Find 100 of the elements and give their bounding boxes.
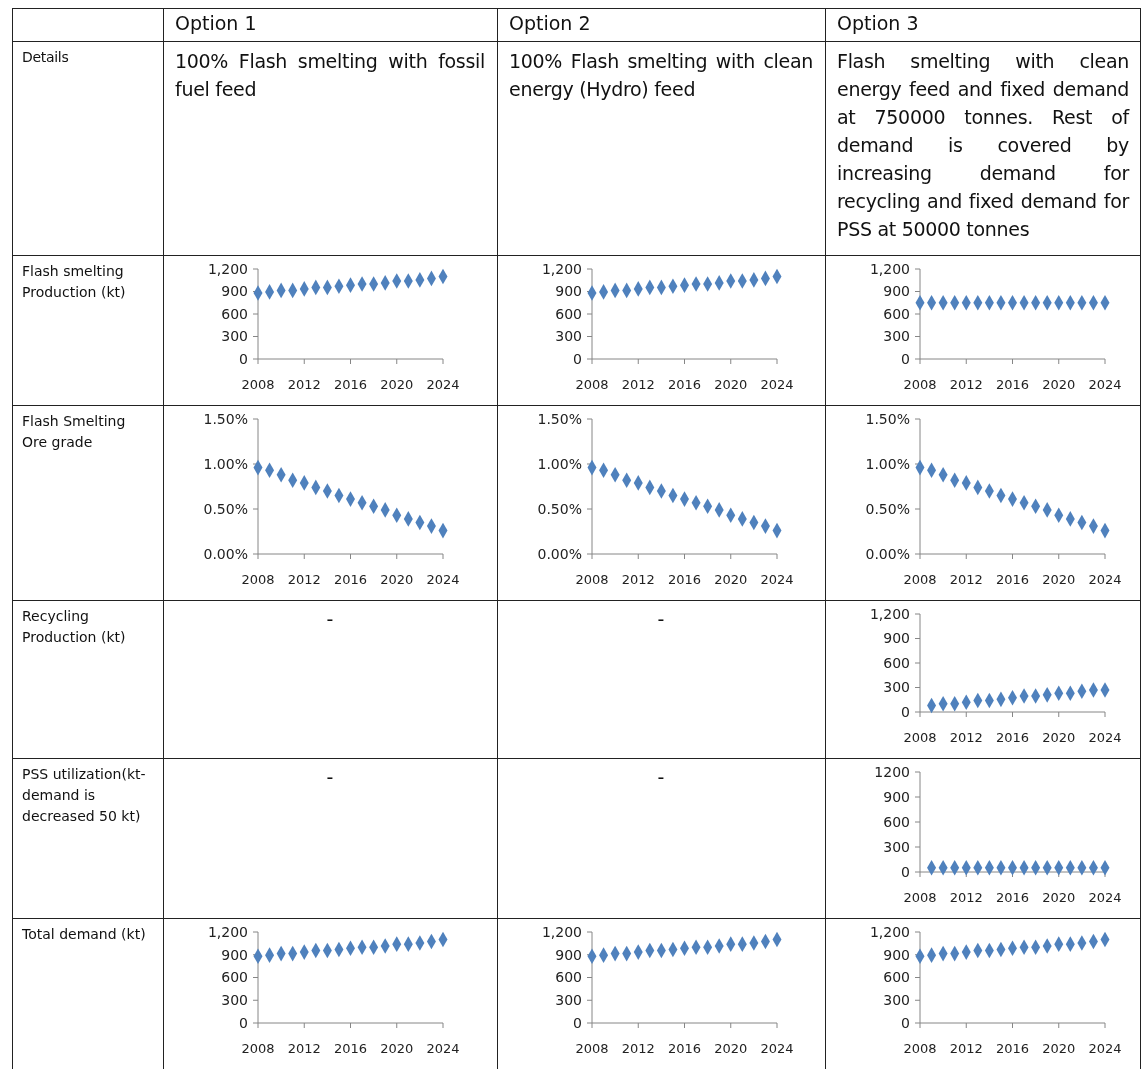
y-tick-label: 1,200 <box>869 923 910 940</box>
y-tick-label: 600 <box>221 969 248 986</box>
x-tick-label: 2008 <box>903 377 937 392</box>
y-tick-label: 300 <box>555 328 582 345</box>
x-tick-label: 2016 <box>995 730 1030 745</box>
y-tick-label: 600 <box>555 969 582 986</box>
text: 100% Flash smelting with fossil fuel feed <box>174 49 486 102</box>
x-tick-label: 2012 <box>949 572 983 587</box>
y-tick-label: 900 <box>883 283 910 300</box>
y-tick-label: 600 <box>555 305 582 322</box>
y-tick-label: 0 <box>901 350 910 367</box>
x-tick-label: 2016 <box>995 1041 1030 1056</box>
x-tick-label: 2016 <box>333 572 368 587</box>
y-tick-label: 1.50% <box>865 410 910 427</box>
x-tick-label: 2024 <box>426 377 460 392</box>
x-tick-label: 2020 <box>1042 730 1076 745</box>
y-tick-label: 300 <box>221 328 248 345</box>
x-tick-label: 2016 <box>995 377 1030 392</box>
x-tick-label: 2020 <box>1042 572 1076 587</box>
x-tick-label: 2020 <box>714 377 748 392</box>
x-tick-label: 2020 <box>714 1041 748 1056</box>
text: Flash Smelting Ore grade <box>21 412 127 452</box>
x-tick-label: 2020 <box>380 377 414 392</box>
x-tick-label: 2008 <box>241 377 275 392</box>
x-tick-label: 2012 <box>287 377 321 392</box>
x-tick-label: 2012 <box>949 890 983 905</box>
y-tick-label: 1.50% <box>203 410 248 427</box>
x-tick-label: 2020 <box>1042 1041 1076 1056</box>
y-tick-label: 600 <box>221 305 248 322</box>
x-tick-label: 2008 <box>575 377 609 392</box>
y-tick-label: 900 <box>883 788 910 805</box>
y-tick-label: 1.50% <box>537 410 582 427</box>
y-tick-label: 1.00% <box>537 455 582 472</box>
x-tick-label: 2024 <box>1088 1041 1122 1056</box>
y-tick-label: 0.00% <box>537 545 582 562</box>
text: - <box>656 607 666 632</box>
x-tick-label: 2008 <box>241 1041 275 1056</box>
y-tick-label: 0 <box>573 350 582 367</box>
x-tick-label: 2024 <box>760 572 794 587</box>
y-tick-label: 0 <box>901 703 910 720</box>
x-tick-label: 2020 <box>714 572 748 587</box>
x-tick-label: 2008 <box>241 572 275 587</box>
x-tick-label: 2024 <box>1088 572 1122 587</box>
text: Total demand (kt) <box>21 925 147 944</box>
y-tick-label: 1.00% <box>865 455 910 472</box>
y-tick-label: 900 <box>555 946 582 963</box>
y-tick-label: 1,200 <box>207 260 248 277</box>
x-tick-label: 2016 <box>667 377 702 392</box>
x-tick-label: 2012 <box>287 1041 321 1056</box>
x-tick-label: 2024 <box>426 1041 460 1056</box>
x-tick-label: 2016 <box>667 1041 702 1056</box>
text: Recycling Production (kt) <box>21 607 127 647</box>
x-tick-label: 2012 <box>621 1041 655 1056</box>
y-tick-label: 600 <box>883 305 910 322</box>
x-tick-label: 2012 <box>621 377 655 392</box>
x-tick-label: 2008 <box>575 572 609 587</box>
y-tick-label: 0 <box>239 350 248 367</box>
text: Flash smelting with clean energy feed and fixed demand at 750000 tonnes. Rest of demand is covered by increasing demand for recycling and fixed demand for PSS at 50000 tonnes <box>836 49 1131 242</box>
y-tick-label: 300 <box>883 679 910 696</box>
y-tick-label: 1200 <box>874 763 910 780</box>
x-tick-label: 2012 <box>949 1041 983 1056</box>
x-tick-label: 2024 <box>1088 730 1122 745</box>
y-tick-label: 1,200 <box>541 260 582 277</box>
y-tick-label: 900 <box>883 946 910 963</box>
y-tick-label: 300 <box>555 992 582 1009</box>
x-tick-label: 2024 <box>760 377 794 392</box>
text: - <box>325 765 335 790</box>
x-tick-label: 2016 <box>995 890 1030 905</box>
y-tick-label: 0.50% <box>537 500 582 517</box>
y-tick-label: 300 <box>883 992 910 1009</box>
y-tick-label: 0.50% <box>203 500 248 517</box>
x-tick-label: 2008 <box>903 572 937 587</box>
y-tick-label: 600 <box>883 813 910 830</box>
y-tick-label: 0.50% <box>865 500 910 517</box>
y-tick-label: 300 <box>221 992 248 1009</box>
x-tick-label: 2024 <box>760 1041 794 1056</box>
y-tick-label: 0 <box>901 1014 910 1031</box>
x-tick-label: 2012 <box>621 572 655 587</box>
x-tick-label: 2020 <box>1042 890 1076 905</box>
text: - <box>656 765 666 790</box>
x-tick-label: 2024 <box>426 572 460 587</box>
x-tick-label: 2024 <box>1088 890 1122 905</box>
x-tick-label: 2016 <box>995 572 1030 587</box>
x-tick-label: 2008 <box>903 1041 937 1056</box>
x-tick-label: 2012 <box>949 377 983 392</box>
y-tick-label: 1,200 <box>541 923 582 940</box>
text: Option 1 <box>163 8 497 38</box>
text: Option 3 <box>825 8 1141 38</box>
x-tick-label: 2016 <box>333 377 368 392</box>
text: - <box>325 607 335 632</box>
y-tick-label: 900 <box>555 283 582 300</box>
x-tick-label: 2012 <box>949 730 983 745</box>
text: Details <box>21 48 70 67</box>
y-tick-label: 300 <box>883 838 910 855</box>
x-tick-label: 2016 <box>667 572 702 587</box>
y-tick-label: 0.00% <box>865 545 910 562</box>
y-tick-label: 1,200 <box>869 605 910 622</box>
y-tick-label: 0 <box>239 1014 248 1031</box>
text: Flash smelting Production (kt) <box>21 262 127 302</box>
y-tick-label: 900 <box>221 946 248 963</box>
